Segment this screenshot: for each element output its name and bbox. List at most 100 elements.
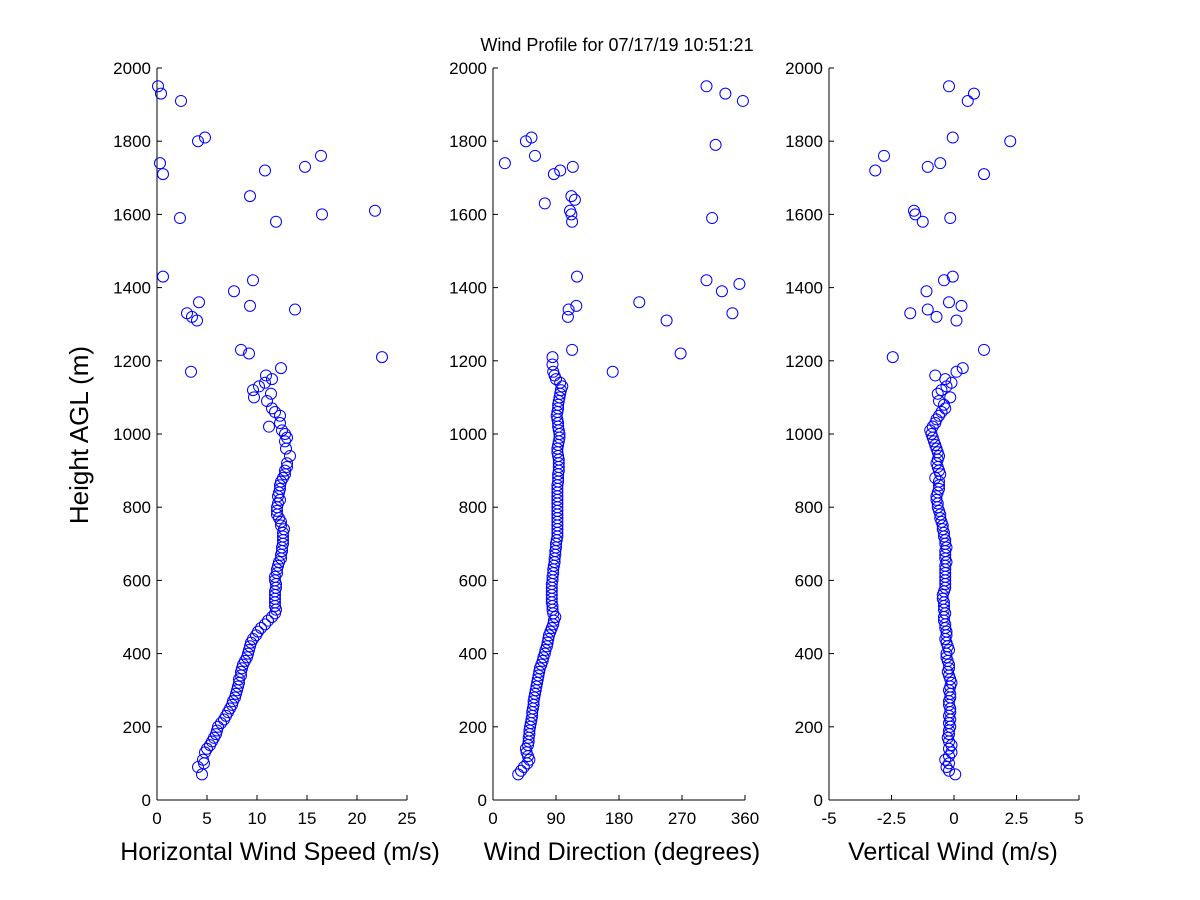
data-point <box>719 87 732 100</box>
data-point <box>606 365 619 378</box>
data-point <box>566 160 579 173</box>
data-point <box>946 131 959 144</box>
data-point <box>904 307 917 320</box>
data-point <box>154 157 166 170</box>
y-tick-label: 1200 <box>785 352 823 371</box>
data-point <box>529 149 541 162</box>
data-point <box>886 351 899 364</box>
data-point <box>519 742 532 755</box>
y-tick-label: 800 <box>459 498 487 517</box>
data-point <box>549 611 562 623</box>
data-point <box>553 391 566 404</box>
y-tick-label: 400 <box>459 645 487 664</box>
data-point <box>261 395 273 408</box>
panel-direction: 0 200 400 600 800 1000 1200 1400 1600 1800 2000 0 90… <box>449 59 760 866</box>
y-tick-label: 1200 <box>449 352 487 371</box>
data-point <box>199 131 211 144</box>
data-point <box>935 406 948 419</box>
data-point <box>274 482 286 495</box>
data-point <box>968 87 980 100</box>
y-tick-label: 600 <box>123 571 151 590</box>
data-point <box>212 720 224 733</box>
data-point <box>275 519 287 532</box>
data-point <box>945 376 958 389</box>
data-point <box>279 428 291 440</box>
data-point <box>197 753 209 766</box>
y-tick-label: 0 <box>814 791 823 810</box>
data-point <box>269 406 281 419</box>
data-point <box>955 299 968 312</box>
data-point <box>943 80 955 93</box>
data-point <box>542 632 555 645</box>
data-point <box>155 87 167 100</box>
data-point <box>949 768 962 781</box>
data-point <box>978 168 990 181</box>
y-tick-label: 1400 <box>113 279 151 298</box>
y-tick-label: 1400 <box>449 279 487 298</box>
data-point <box>191 314 203 327</box>
data-point <box>933 482 945 495</box>
y-tick-label: 0 <box>478 791 487 810</box>
data-point <box>554 164 567 177</box>
y-tick-label: 1400 <box>785 279 823 298</box>
data-point <box>939 753 952 766</box>
data-point <box>152 80 164 93</box>
data-point <box>315 149 327 162</box>
data-point <box>262 614 274 627</box>
data-point <box>498 157 511 170</box>
y-axis-label: Height AGL (m) <box>64 346 94 524</box>
data-point <box>929 369 942 382</box>
y-tick-label: 600 <box>795 571 823 590</box>
y-tick-label: 1600 <box>113 205 151 224</box>
x-tick-label: -5 <box>821 809 836 828</box>
data-point <box>566 343 579 356</box>
data-point <box>930 493 943 506</box>
data-point <box>700 274 713 287</box>
data-point <box>950 314 963 327</box>
data-point <box>265 387 277 400</box>
x-tick-label: 0 <box>152 809 161 828</box>
data-point <box>275 362 287 375</box>
data-point <box>556 380 569 393</box>
y-tick-label: 2000 <box>785 59 823 78</box>
panel-speed: 0 200 400 600 800 1000 1200 1400 1600 1800 2000 0 5 1… <box>113 59 440 866</box>
x-axis-label-speed: Horizontal Wind Speed (m/s) <box>120 838 440 866</box>
data-point <box>255 621 267 634</box>
data-point <box>945 739 958 752</box>
data-point <box>1004 135 1017 148</box>
data-point <box>908 204 920 217</box>
data-point <box>878 149 890 162</box>
data-point <box>564 204 576 217</box>
data-point <box>945 746 958 759</box>
data-point <box>940 761 953 774</box>
data-point <box>533 665 546 678</box>
data-point <box>244 190 256 203</box>
data-point <box>281 457 293 470</box>
data-point <box>157 168 169 181</box>
data-point <box>933 409 945 422</box>
data-point <box>565 190 578 203</box>
data-point <box>946 270 959 283</box>
data-point <box>243 347 255 360</box>
data-point <box>943 662 955 675</box>
y-tick-label: 400 <box>123 645 151 664</box>
x-axis-label-direction: Wind Direction (degrees) <box>484 838 761 866</box>
data-point <box>921 160 934 173</box>
data-point <box>193 296 205 309</box>
data-point <box>247 274 259 287</box>
data-point <box>547 168 560 181</box>
x-tick-label: 20 <box>348 809 367 828</box>
data-point <box>259 376 271 389</box>
y-tick-label: 1800 <box>113 132 151 151</box>
data-point <box>546 351 559 364</box>
data-point <box>263 420 275 433</box>
data-point <box>571 270 583 283</box>
y-tick-label: 1800 <box>785 132 823 151</box>
data-point <box>252 625 264 638</box>
data-point <box>515 764 527 777</box>
data-point <box>936 523 949 536</box>
data-point <box>276 424 288 437</box>
data-point <box>633 296 646 309</box>
data-point <box>706 212 719 225</box>
